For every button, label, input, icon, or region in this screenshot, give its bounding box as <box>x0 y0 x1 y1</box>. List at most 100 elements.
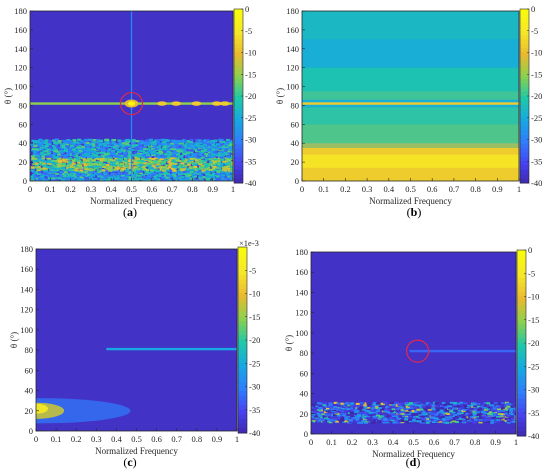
clutter-cell <box>31 157 36 160</box>
x-tick-label: 0.5 <box>408 437 419 447</box>
clutter-cell <box>120 154 125 157</box>
y-tick-label: 40 <box>300 389 309 399</box>
clutter-cell <box>61 167 66 170</box>
clutter-cell <box>445 421 450 424</box>
clutter-cell <box>97 158 102 161</box>
clutter-cell <box>206 171 211 174</box>
clutter-cell <box>88 148 93 151</box>
clutter-cell <box>211 147 216 150</box>
clutter-cell <box>228 156 233 159</box>
clutter-cell <box>77 144 82 147</box>
clutter-cell <box>58 153 63 156</box>
clutter-cell <box>388 414 393 417</box>
colorbar-step <box>520 143 529 149</box>
clutter-cell <box>167 151 172 155</box>
clutter-cell <box>113 163 118 167</box>
clutter-cell <box>219 162 224 166</box>
clutter-cell <box>401 419 406 423</box>
clutter-cell <box>176 153 181 156</box>
clutter-cell <box>94 161 99 164</box>
clutter-cell <box>57 141 62 144</box>
clutter-cell <box>146 139 151 142</box>
clutter-cell <box>156 155 161 158</box>
clutter-cell <box>205 164 210 167</box>
colorbar-step <box>234 52 243 58</box>
colorbar-step <box>517 291 526 297</box>
clutter-cell <box>111 159 116 162</box>
clutter-cell <box>111 147 116 151</box>
x-tick-label: 0.2 <box>340 184 351 194</box>
clutter-cell <box>441 418 446 421</box>
clutter-cell <box>459 420 464 423</box>
clutter-cell <box>48 155 53 158</box>
clutter-cell <box>316 415 321 418</box>
clutter-cell <box>194 149 199 153</box>
clutter-cell <box>104 171 109 175</box>
clutter-cell <box>57 163 62 167</box>
clutter-cell <box>318 402 323 405</box>
heatmap-d <box>311 252 516 434</box>
clutter-cell <box>99 158 104 161</box>
clutter-cell <box>229 147 233 150</box>
colorbar-step <box>517 426 526 432</box>
clutter-cell <box>226 155 231 159</box>
colorbar-step <box>520 135 529 140</box>
clutter-cell <box>363 421 368 424</box>
clutter-cell <box>88 163 93 167</box>
clutter-cell <box>184 146 189 149</box>
colorbar-tick-label: -25 <box>528 361 539 371</box>
clutter-cell <box>103 141 108 144</box>
clutter-cell <box>357 410 362 413</box>
clutter-cell <box>130 154 135 157</box>
clutter-cell <box>434 402 439 405</box>
clutter-cell <box>100 173 105 176</box>
clutter-cell <box>189 151 194 154</box>
clutter-cell <box>62 154 67 157</box>
clutter-cell <box>55 172 60 175</box>
clutter-cell <box>417 403 422 406</box>
clutter-cell <box>57 151 62 155</box>
clutter-cell <box>189 140 194 143</box>
clutter-cell <box>347 405 352 408</box>
clutter-cell <box>390 419 395 422</box>
clutter-cell <box>85 141 90 144</box>
clutter-cell <box>195 161 200 164</box>
clutter-cell <box>112 152 117 155</box>
clutter-cell <box>467 415 472 418</box>
colorbar-step <box>238 377 247 383</box>
clutter-cell <box>182 160 186 163</box>
clutter-cell <box>407 403 412 406</box>
clutter-cell <box>341 421 346 424</box>
colorbar-step <box>517 305 526 311</box>
clutter-cell <box>369 417 374 420</box>
clutter-cell <box>143 161 148 165</box>
clutter-cell <box>479 419 484 422</box>
colorbar-step <box>238 326 247 332</box>
clutter-cell <box>68 161 73 164</box>
clutter-cell <box>41 162 46 165</box>
clutter-cell <box>468 412 473 415</box>
clutter-cell <box>427 419 432 423</box>
clutter-cell <box>141 173 146 176</box>
colorbar-step <box>520 113 529 119</box>
clutter-cell <box>116 150 121 153</box>
clutter-cell <box>156 139 161 142</box>
clutter-cell <box>211 159 216 162</box>
clutter-cell <box>88 151 93 155</box>
clutter-cell <box>188 159 193 162</box>
clutter-cell <box>202 142 207 145</box>
clutter-cell <box>417 402 422 405</box>
clutter-cell <box>139 159 144 162</box>
clutter-cell <box>427 407 432 410</box>
clutter-cell <box>367 404 372 408</box>
clutter-cell <box>314 407 319 410</box>
clutter-cell <box>145 141 150 144</box>
clutter-cell <box>405 409 410 412</box>
clutter-cell <box>207 147 212 150</box>
clutter-cell <box>145 177 150 180</box>
clutter-cell <box>496 408 501 411</box>
clutter-cell <box>373 416 378 419</box>
clutter-cell <box>126 144 131 147</box>
clutter-cell <box>380 408 385 411</box>
clutter-cell <box>479 418 484 421</box>
